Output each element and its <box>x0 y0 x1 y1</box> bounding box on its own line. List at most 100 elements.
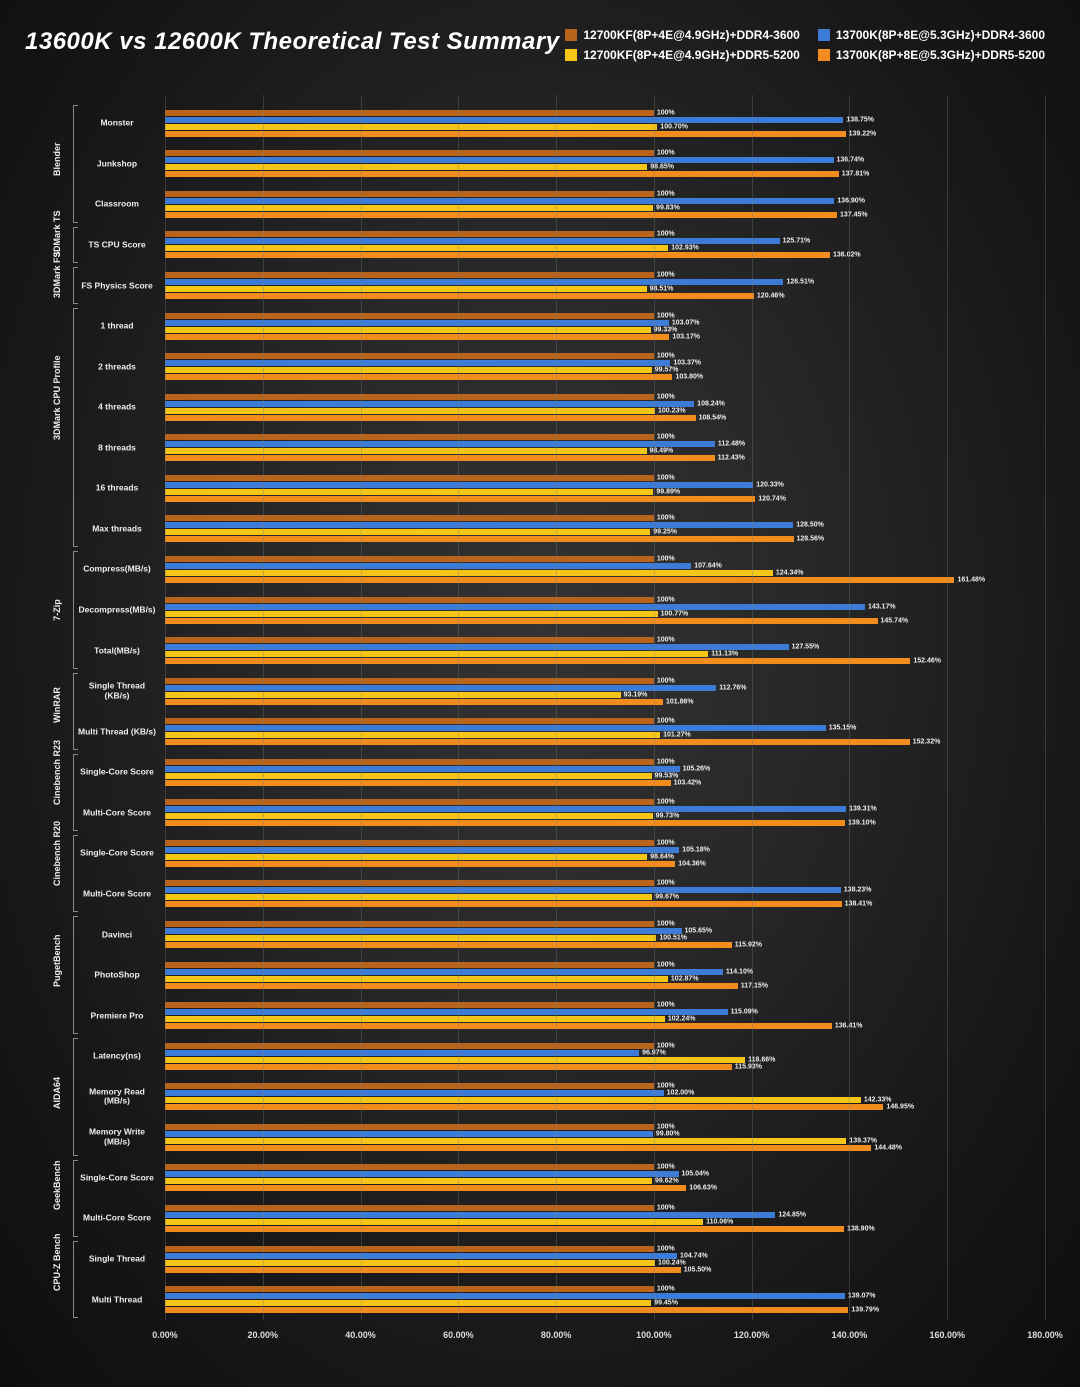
bar-value-label: 145.74% <box>881 617 909 624</box>
x-axis-tick: 100.00% <box>636 1330 672 1340</box>
bar: 145.74% <box>165 618 878 624</box>
bar: 139.22% <box>165 131 846 137</box>
row-label: Memory Write (MB/s) <box>77 1128 157 1147</box>
bar-value-label: 136.02% <box>833 252 861 259</box>
bar-value-label: 100% <box>657 758 675 765</box>
category-brace <box>73 105 78 223</box>
category-brace <box>73 1038 78 1156</box>
bar: 104.36% <box>165 861 675 867</box>
bar-value-label: 100% <box>657 1245 675 1252</box>
bar: 98.64% <box>165 854 647 860</box>
row-label: 1 thread <box>77 321 157 330</box>
bar: 100% <box>165 1246 654 1252</box>
bar-value-label: 100% <box>657 1123 675 1130</box>
bar: 118.66% <box>165 1057 745 1063</box>
bar: 138.23% <box>165 887 841 893</box>
bar: 117.15% <box>165 983 738 989</box>
bar-value-label: 138.90% <box>847 1225 875 1232</box>
bar: 100% <box>165 434 654 440</box>
bar-value-label: 112.48% <box>718 441 745 448</box>
bar-value-label: 100% <box>657 515 675 522</box>
bar: 100.51% <box>165 935 656 941</box>
legend-label: 13700K(8P+8E@5.3GHz)+DDR5-5200 <box>836 48 1045 62</box>
bar-value-label: 127.55% <box>792 644 820 651</box>
row-group: Memory Write (MB/s)100%99.80%139.37%144.… <box>165 1117 1045 1158</box>
bar-value-label: 105.26% <box>683 765 711 772</box>
bar-value-label: 100% <box>657 434 675 441</box>
bar-value-label: 114.10% <box>726 968 753 975</box>
row-label: Multi-Core Score <box>77 808 157 817</box>
category-label: CPU-Z Bench <box>52 1267 62 1291</box>
legend-item: 13700K(8P+8E@5.3GHz)+DDR5-5200 <box>818 48 1045 62</box>
bar: 101.86% <box>165 699 663 705</box>
bar-value-label: 99.53% <box>655 772 679 779</box>
bar: 96.97% <box>165 1050 639 1056</box>
row-group: FS Physics Score100%126.51%98.51%120.46% <box>165 265 1045 306</box>
bar: 98.51% <box>165 286 647 292</box>
bar: 100% <box>165 1164 654 1170</box>
grid-line <box>556 95 557 1320</box>
legend-label: 12700KF(8P+4E@4.9GHz)+DDR4-3600 <box>583 28 799 42</box>
bar: 152.46% <box>165 658 910 664</box>
row-label: PhotoShop <box>77 970 157 979</box>
row-label: 8 threads <box>77 443 157 452</box>
row-label: Premiere Pro <box>77 1011 157 1020</box>
row-group: Classroom100%136.90%99.83%137.45% <box>165 184 1045 225</box>
bar: 100% <box>165 313 654 319</box>
row-label: Compress(MB/s) <box>77 565 157 574</box>
bar: 135.15% <box>165 725 826 731</box>
bar: 102.24% <box>165 1016 665 1022</box>
bar: 100% <box>165 921 654 927</box>
grid-line <box>263 95 264 1320</box>
category-brace <box>73 267 78 304</box>
bar: 100% <box>165 110 654 116</box>
row-group: 2 threads100%103.37%99.57%103.80% <box>165 346 1045 387</box>
row-group: PhotoShop100%114.10%102.87%117.15% <box>165 955 1045 996</box>
category-label: GeekBench <box>52 1186 62 1210</box>
category-label: WinRAR <box>52 699 62 723</box>
bar-value-label: 139.10% <box>848 820 876 827</box>
bar-value-label: 102.93% <box>671 245 699 252</box>
bar: 112.48% <box>165 441 715 447</box>
bar: 111.13% <box>165 651 708 657</box>
bar-value-label: 102.87% <box>671 975 699 982</box>
bar: 100% <box>165 880 654 886</box>
bar-value-label: 103.42% <box>674 779 702 786</box>
bar: 124.85% <box>165 1212 775 1218</box>
bar: 105.18% <box>165 847 679 853</box>
bar-value-label: 100% <box>657 150 675 157</box>
bar-value-label: 102.24% <box>668 1016 696 1023</box>
bar: 139.10% <box>165 820 845 826</box>
bar: 128.56% <box>165 536 794 542</box>
row-label: Decompress(MB/s) <box>77 605 157 614</box>
row-label: 16 threads <box>77 484 157 493</box>
bar-value-label: 101.27% <box>663 732 691 739</box>
bar-value-label: 99.62% <box>655 1178 679 1185</box>
bar: 102.93% <box>165 245 668 251</box>
bar: 139.37% <box>165 1138 846 1144</box>
row-label: Latency(ns) <box>77 1052 157 1061</box>
row-group: Compress(MB/s)100%107.64%124.34%161.48% <box>165 549 1045 590</box>
category-label: Cinebench R23 <box>52 781 62 805</box>
row-group: Multi-Core Score100%138.23%99.67%138.41% <box>165 874 1045 915</box>
x-axis-tick: 60.00% <box>443 1330 474 1340</box>
x-axis-tick: 120.00% <box>734 1330 770 1340</box>
bar-value-label: 100.51% <box>659 935 687 942</box>
legend-item: 12700KF(8P+4E@4.9GHz)+DDR5-5200 <box>565 48 799 62</box>
x-axis-tick: 140.00% <box>832 1330 868 1340</box>
bar-value-label: 100.70% <box>660 123 688 130</box>
bar-value-label: 102.00% <box>667 1090 695 1097</box>
bar: 138.41% <box>165 901 842 907</box>
row-group: 1 thread100%103.07%99.33%103.17% <box>165 306 1045 347</box>
category-brace <box>73 754 78 831</box>
legend-item: 13700K(8P+8E@5.3GHz)+DDR4-3600 <box>818 28 1045 42</box>
row-group: Davinci100%105.65%100.51%115.92% <box>165 914 1045 955</box>
x-axis-tick: 180.00% <box>1027 1330 1063 1340</box>
bar: 99.57% <box>165 367 652 373</box>
bar: 102.00% <box>165 1090 664 1096</box>
row-label: 2 threads <box>77 362 157 371</box>
bar-value-label: 125.71% <box>783 238 811 245</box>
bar-value-label: 104.36% <box>678 860 706 867</box>
bar-value-label: 139.31% <box>849 806 877 813</box>
bar-value-label: 100% <box>657 677 675 684</box>
